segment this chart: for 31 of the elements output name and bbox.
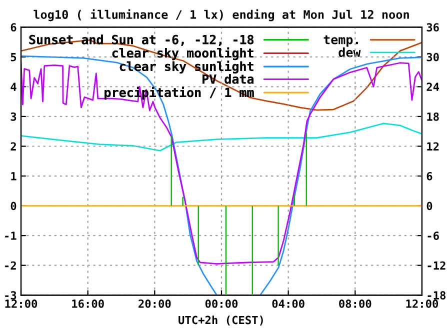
chart-title: log10 ( illuminance / 1 lx) ending at Mon Jul 12 noon bbox=[34, 9, 409, 22]
y-tick-label: -2 bbox=[5, 261, 16, 270]
y2-tick-label: 12 bbox=[427, 142, 439, 150]
y-tick-label: 0 bbox=[10, 202, 16, 210]
y2-tick-label: 18 bbox=[427, 112, 439, 121]
x-tick-label: 20:00 bbox=[138, 300, 171, 308]
y2-tick-label: 30 bbox=[426, 52, 439, 62]
y-tick-label: 4 bbox=[10, 82, 16, 91]
x-axis-title: UTC+2h (CEST) bbox=[178, 316, 263, 326]
y2-tick-label: 36 bbox=[426, 23, 439, 32]
y-tick-label: 5 bbox=[10, 53, 16, 62]
y2-tick-label: 6 bbox=[426, 172, 432, 180]
y-tick-label: 3 bbox=[10, 112, 16, 121]
x-tick-label: 08:00 bbox=[339, 300, 372, 308]
y2-tick-label: -18 bbox=[428, 291, 446, 300]
x-tick-label: 00:00 bbox=[205, 300, 238, 308]
x-tick-label: 16:00 bbox=[72, 300, 104, 308]
y2-tick-label: 0 bbox=[426, 202, 432, 210]
y-tick-label: 2 bbox=[10, 142, 16, 150]
y-tick-label: 1 bbox=[11, 172, 16, 180]
x-tick-label: 04:00 bbox=[272, 300, 304, 308]
x-tick-label: 12:00 bbox=[5, 300, 38, 308]
y2-tick-label: -12 bbox=[428, 261, 446, 270]
legend-label: temp. bbox=[324, 35, 358, 47]
y-tick-label: 6 bbox=[10, 23, 16, 32]
y-tick-label: -1 bbox=[5, 232, 16, 240]
x-tick-label: 12:00 bbox=[406, 300, 438, 308]
y2-tick-label: -6 bbox=[428, 232, 439, 240]
legend-label: dew bbox=[338, 47, 361, 58]
y-tick-label: -3 bbox=[5, 291, 16, 300]
y2-tick-label: 24 bbox=[426, 82, 440, 91]
